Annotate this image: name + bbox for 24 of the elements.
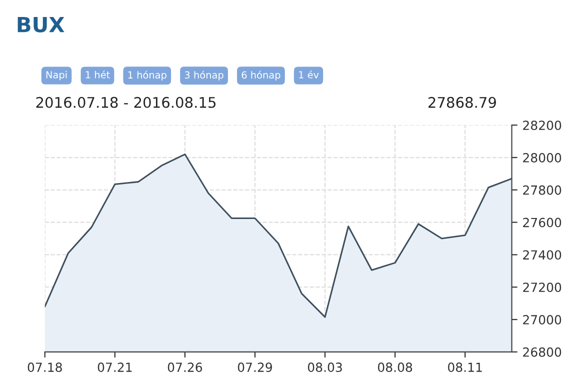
x-tick-label: 08.08: [378, 362, 412, 372]
x-tick-label: 08.03: [308, 362, 342, 372]
chart-subtitle: 2016.07.18 - 2016.08.15: [36, 96, 216, 108]
text: 1 hónap: [128, 70, 166, 80]
y-tick-label: 27000: [523, 314, 562, 324]
y-tick-label: 27200: [523, 282, 562, 292]
y-tick-label: 27400: [523, 250, 562, 260]
text: 6 hónap: [242, 70, 280, 80]
text: 1 év: [299, 70, 319, 78]
y-tick-label: 28000: [523, 152, 562, 162]
x-tick-label: 07.29: [238, 362, 272, 372]
x-tick-label: 07.18: [28, 362, 62, 372]
y-tick-label: 28200: [523, 120, 562, 130]
x-tick-label: 07.26: [168, 362, 202, 372]
y-tick-label: 27600: [523, 218, 562, 228]
text: Napi: [46, 70, 67, 80]
y-tick-label: 27800: [523, 185, 562, 195]
chart-title: BUX: [18, 16, 64, 32]
x-tick-label: 07.21: [98, 362, 132, 372]
text: 3 hónap: [184, 70, 224, 80]
text: 27868.79: [428, 96, 496, 108]
y-tick-label: 26800: [523, 347, 562, 357]
text: 1 hét: [86, 70, 110, 78]
x-tick-label: 08.11: [448, 362, 482, 372]
